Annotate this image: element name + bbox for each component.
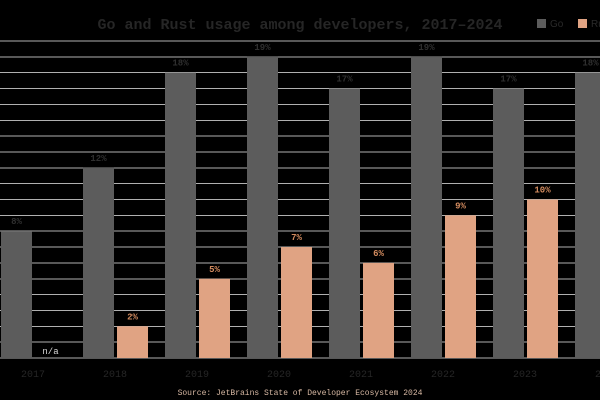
legend: Go Rust: [537, 19, 600, 30]
bar-go: [83, 167, 114, 358]
data-label-go: 19%: [254, 43, 271, 53]
data-label-go: 17%: [500, 75, 517, 85]
data-label-go: 8%: [11, 217, 22, 227]
x-tick-label: 2018: [103, 370, 127, 381]
data-label-go: 17%: [336, 75, 353, 85]
x-tick-labels: 2017 2018 2019 2020 2021 2022 2023 2024: [21, 370, 600, 381]
bar-go: [247, 56, 278, 358]
data-label-rust: 9%: [455, 201, 466, 211]
bar-go: [329, 88, 360, 359]
bar-rust: [117, 326, 148, 358]
x-tick-label: 2023: [513, 370, 537, 381]
bar-go: [493, 88, 524, 359]
data-label-go: 12%: [90, 154, 107, 164]
bar-go: [411, 56, 442, 358]
bar-go: [575, 72, 600, 358]
data-label-rust: 10%: [534, 186, 551, 196]
bar-rust: [199, 278, 230, 358]
data-label-go: 18%: [172, 59, 189, 69]
legend-swatch-rust: [578, 19, 587, 28]
data-label-rust: 2%: [127, 312, 138, 322]
x-tick-label: 2021: [349, 370, 373, 381]
bar-rust: [445, 215, 476, 358]
legend-swatch-go: [537, 19, 546, 28]
data-label-rust-na: n/a: [42, 347, 59, 357]
data-label-go: 18%: [582, 59, 599, 69]
data-label-rust: 6%: [373, 249, 384, 259]
source-note: Source: JetBrains State of Developer Eco…: [178, 389, 423, 398]
x-tick-label: 2020: [267, 370, 291, 381]
x-tick-label: 2024: [595, 370, 600, 381]
bar-rust: [527, 199, 558, 358]
legend-label-go: Go: [550, 19, 564, 30]
legend-label-rust: Rust: [591, 19, 600, 30]
x-tick-label: 2022: [431, 370, 455, 381]
data-labels: 8% n/a 12% 2% 18% 5% 19% 7% 17% 6% 19% 9% 17% 10% 18%: [11, 43, 599, 357]
data-label-go: 19%: [418, 43, 435, 53]
chart-title: Go and Rust usage among developers, 2017…: [97, 17, 502, 34]
bar-go: [1, 231, 32, 358]
data-label-rust: 7%: [291, 233, 302, 243]
x-tick-label: 2017: [21, 370, 45, 381]
bar-rust: [281, 247, 312, 358]
bar-go: [165, 72, 196, 358]
bars: [1, 56, 600, 359]
data-label-rust: 5%: [209, 265, 220, 275]
x-tick-label: 2019: [185, 370, 209, 381]
bar-rust: [363, 262, 394, 358]
